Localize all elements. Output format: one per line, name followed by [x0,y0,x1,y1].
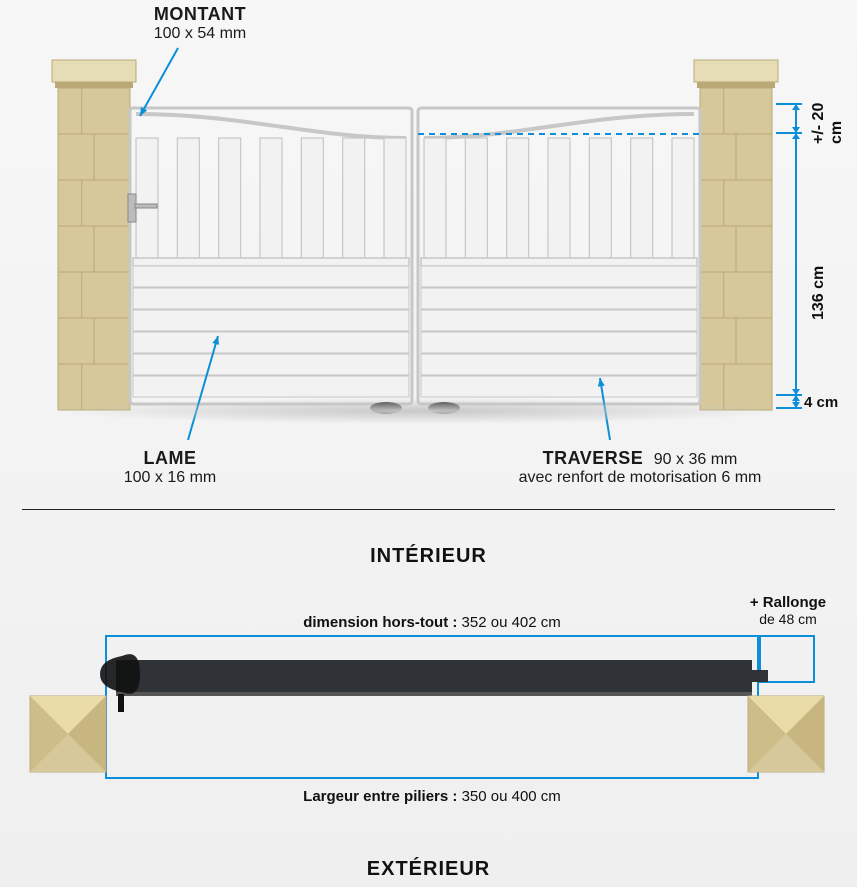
traverse-line1: TRAVERSE 90 x 36 mm [460,448,820,469]
front-elevation [0,0,857,440]
largeur-label: Largeur entre piliers : [303,788,457,805]
traverse-title: TRAVERSE [543,448,644,468]
dim-hors-tout: dimension hors-tout : 352 ou 402 cm [106,614,758,631]
lame-sub: 100 x 16 mm [80,469,260,487]
largeur-label-row: Largeur entre piliers : 350 ou 400 cm [106,788,758,805]
interieur-title: INTÉRIEUR [0,545,857,568]
rallonge-label: + Rallonge de 48 cm [728,594,848,627]
dim-hors-tout-label: dimension hors-tout : [303,614,457,631]
rallonge-sub: de 48 cm [728,611,848,627]
lame-label: LAME 100 x 16 mm [80,448,260,487]
traverse-sub: avec renfort de motorisation 6 mm [460,469,820,487]
largeur-value: 350 ou 400 cm [462,788,561,805]
height-main: 136 cm [810,200,828,320]
montant-sub: 100 x 54 mm [110,25,290,43]
section-divider [22,509,835,510]
montant-label: MONTANT 100 x 54 mm [110,4,290,43]
height-ground: 4 cm [804,394,838,411]
montant-title: MONTANT [110,4,290,25]
rallonge-title: + Rallonge [728,594,848,611]
exterieur-title: EXTÉRIEUR [0,858,857,881]
traverse-label: TRAVERSE 90 x 36 mm avec renfort de moto… [460,448,820,487]
floor-shadow [50,398,790,424]
traverse-size: 90 x 36 mm [654,451,738,468]
lame-title: LAME [80,448,260,469]
height-variable: +/- 20 cm [810,86,846,144]
dim-hors-tout-value: 352 ou 402 cm [462,614,561,631]
